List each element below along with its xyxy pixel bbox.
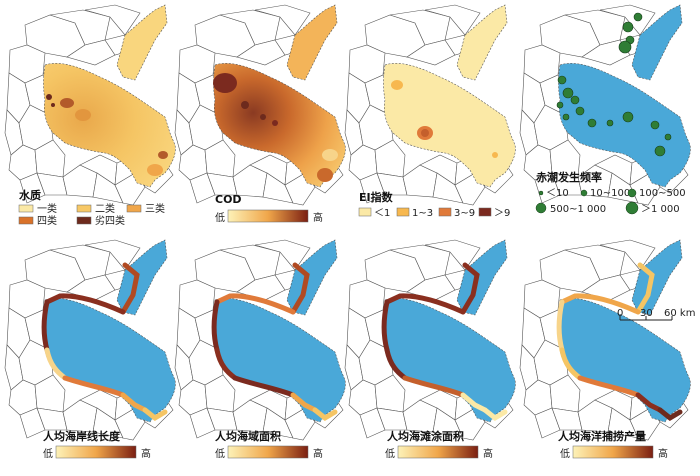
legend-label: 一类: [37, 202, 57, 215]
panel-cod: COD 低 高: [174, 4, 346, 224]
legend-title: 人均海岸线长度: [43, 429, 121, 443]
legend-ei: ＜1 1~3 3~9 ＞9: [358, 207, 510, 219]
legend-low-label: 低: [560, 447, 570, 460]
legend-swatch: [478, 207, 492, 217]
legend-title: 赤潮发生频率: [536, 170, 602, 184]
legend-water-quality: 一类 二类 三类 四类 劣四类: [18, 202, 165, 227]
legend-label: 10~100: [590, 188, 630, 199]
scale-label: 30: [640, 308, 653, 319]
legend-low-label: 低: [43, 447, 53, 460]
legend-title: COD: [215, 193, 242, 206]
coast-band: [211, 262, 338, 422]
legend-fishing: 低 高: [560, 445, 668, 460]
coast-band: [41, 262, 168, 422]
legend-title: 人均海洋捕捞产量: [558, 429, 646, 443]
legend-high-label: 高: [141, 447, 151, 460]
red-tide-circles: [556, 12, 672, 157]
legend-label: ＞9: [494, 208, 510, 219]
legend-tidal-flat: 低 高: [385, 445, 493, 460]
legend-gradient-bar: [572, 445, 654, 459]
legend-low-label: 低: [215, 211, 225, 224]
panel-red-tide: 赤潮发生频率 ＜10 10~100 100~500 500~1 000 ＞1 0…: [519, 4, 691, 215]
legend-title: 人均海滩涂面积: [387, 429, 464, 443]
legend-low-label: 低: [215, 447, 225, 460]
panel-water-quality: 水质 一类 二类 三类 四类 劣四类: [4, 4, 176, 227]
legend-sea-area: 低 高: [215, 445, 323, 460]
legend-swatch: [18, 204, 34, 213]
scale-label: 0: [617, 308, 623, 319]
legend-label: 500~1 000: [550, 204, 606, 215]
panel-ei-index: EI指数 ＜1 1~3 3~9 ＞9: [344, 4, 516, 219]
legend-circle: [627, 188, 637, 198]
legend-label: ＜1: [374, 208, 390, 219]
legend-swatch: [358, 207, 372, 217]
legend-label: 四类: [37, 214, 57, 227]
legend-swatch: [126, 204, 142, 213]
legend-coastline: 低 高: [43, 445, 151, 460]
legend-gradient-bar: [227, 209, 309, 223]
panel-fishing: 0 30 60 km 人均海洋捕捞产量 低 高: [519, 239, 695, 460]
legend-swatch: [76, 216, 92, 225]
legend-red-tide: ＜10 10~100 100~500 500~1 000 ＞1 000: [535, 188, 686, 215]
legend-label: ＞1 000: [641, 204, 680, 215]
legend-swatch: [76, 204, 92, 213]
legend-gradient-bar: [55, 445, 137, 459]
legend-title: 水质: [19, 188, 41, 202]
legend-label: ＜10: [546, 188, 569, 199]
legend-gradient-bar: [397, 445, 479, 459]
legend-high-label: 高: [483, 447, 493, 460]
legend-label: 3~9: [454, 208, 475, 219]
panel-coastline: 人均海岸线长度 低 高: [4, 239, 176, 460]
legend-title: EI指数: [359, 190, 394, 204]
scale-label: 60 km: [664, 308, 695, 319]
legend-high-label: 高: [313, 447, 323, 460]
legend-high-label: 高: [313, 211, 323, 224]
legend-circle: [535, 202, 547, 214]
legend-swatch: [18, 216, 34, 225]
legend-swatch: [438, 207, 452, 217]
coast-band: [381, 262, 508, 422]
panel-tidal-flat: 人均海滩涂面积 低 高: [344, 239, 516, 460]
coast-band: [556, 262, 683, 422]
legend-high-label: 高: [658, 447, 668, 460]
scale-bar: 0 30 60 km: [617, 308, 695, 321]
legend-cod: 低 高: [215, 209, 323, 224]
hotspots: [46, 94, 168, 176]
legend-label: 1~3: [412, 208, 433, 219]
legend-label: 100~500: [639, 188, 686, 199]
legend-label: 二类: [95, 202, 115, 215]
legend-circle: [580, 189, 588, 197]
hotspots: [391, 80, 498, 158]
legend-swatch: [396, 207, 410, 217]
legend-gradient-bar: [227, 445, 309, 459]
legend-circle: [625, 201, 639, 215]
panel-sea-area: 人均海域面积 低 高: [174, 239, 346, 460]
legend-title: 人均海域面积: [215, 429, 281, 443]
hotspots: [213, 73, 338, 182]
legend-label: 三类: [145, 202, 165, 215]
legend-label: 劣四类: [95, 214, 125, 227]
legend-low-label: 低: [385, 447, 395, 460]
legend-circle: [538, 190, 544, 196]
